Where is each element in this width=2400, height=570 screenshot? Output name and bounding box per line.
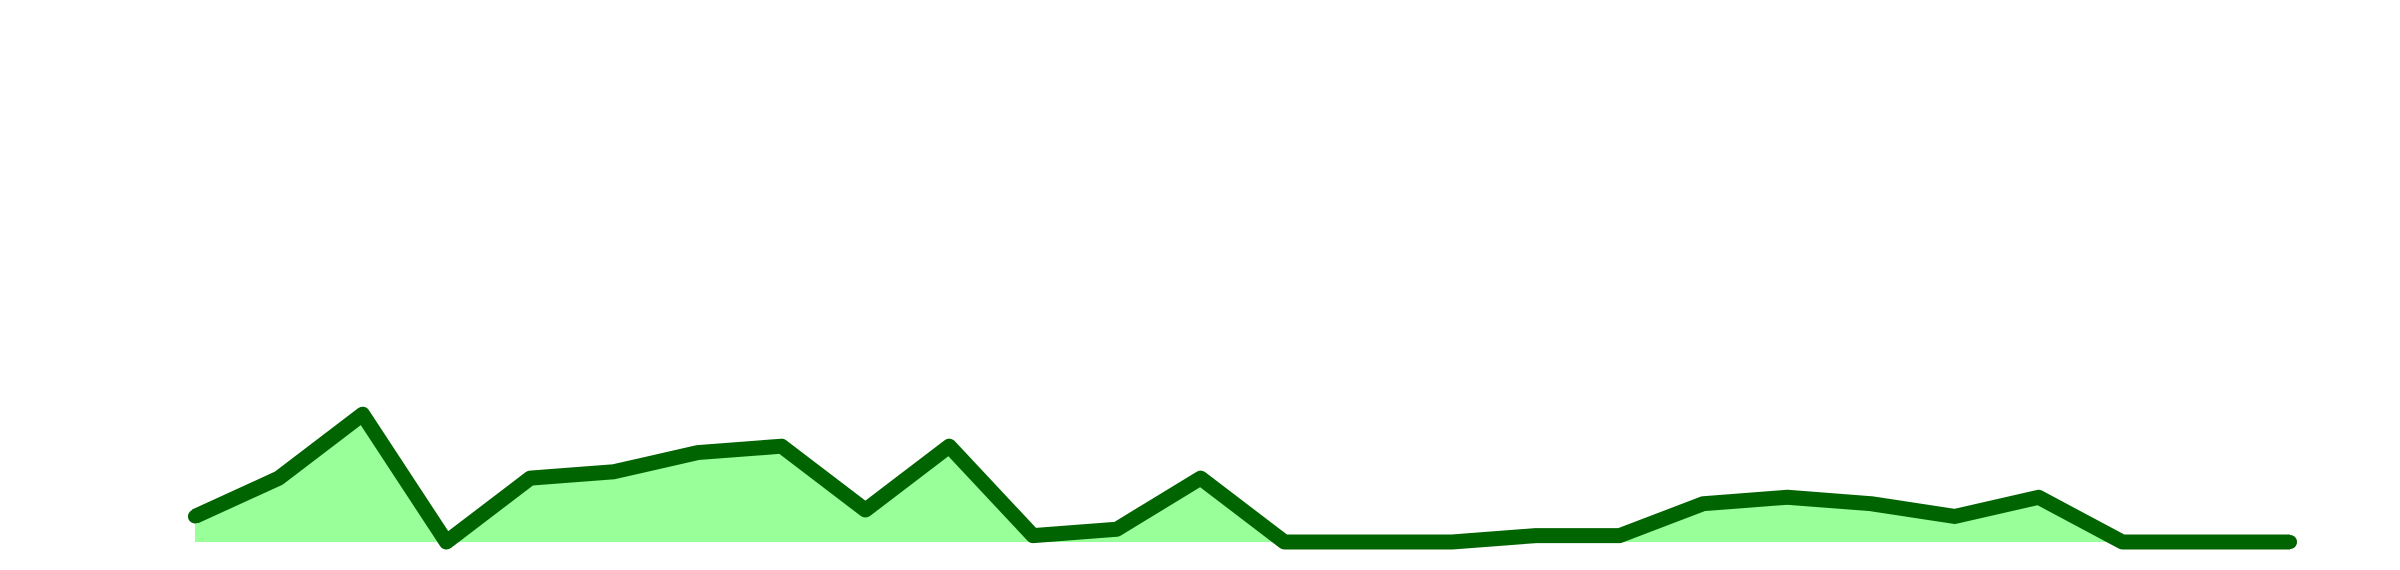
data-point xyxy=(2283,535,2297,549)
series-area xyxy=(195,414,2290,542)
data-point xyxy=(2115,535,2130,549)
data-point xyxy=(271,471,286,486)
data-point xyxy=(774,439,789,454)
data-point xyxy=(1109,522,1124,537)
line-layer xyxy=(191,406,2290,550)
data-point xyxy=(1361,535,1376,549)
data-point xyxy=(607,464,621,479)
data-point xyxy=(1445,535,1459,549)
data-point xyxy=(690,445,705,460)
data-point xyxy=(1528,528,1543,543)
data-point xyxy=(1780,490,1795,505)
data-point xyxy=(1026,528,1040,543)
data-point xyxy=(2199,535,2214,549)
series-line xyxy=(191,406,2290,550)
data-point xyxy=(858,503,873,518)
data-point xyxy=(439,535,454,549)
data-point xyxy=(1277,535,1292,549)
data-point xyxy=(1864,496,1878,511)
data-point xyxy=(2031,490,2046,505)
area-layer xyxy=(195,414,2290,542)
data-point xyxy=(188,509,202,524)
data-point xyxy=(355,407,370,422)
data-point xyxy=(523,471,538,486)
data-point xyxy=(1696,496,1711,511)
data-point xyxy=(1612,528,1627,543)
point-layer xyxy=(188,407,2297,549)
data-point xyxy=(942,439,957,454)
data-point xyxy=(1193,471,1208,486)
data-point xyxy=(1947,509,1962,524)
